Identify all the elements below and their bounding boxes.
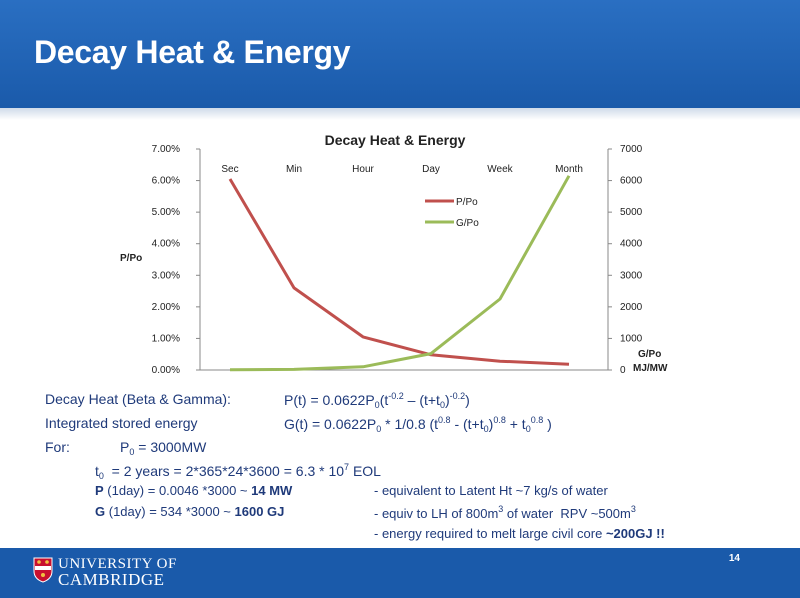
decay-heat-label: Decay Heat (Beta & Gamma):	[45, 391, 231, 407]
university-shield-icon	[33, 557, 53, 583]
energy-note: - energy required to melt large civil co…	[374, 526, 665, 541]
category-label: Month	[555, 164, 583, 175]
g-1day-note: - equiv to LH of 800m3 of water RPV ~500…	[374, 504, 636, 521]
right-tick-label: 6000	[620, 176, 643, 187]
right-tick-label: 1000	[620, 333, 643, 344]
series-line-gpo	[229, 175, 571, 372]
series-line-ppo	[228, 178, 570, 366]
left-tick-label: 3.00%	[152, 270, 180, 281]
right-tick-label: 0	[620, 365, 626, 376]
t0-line: t0 = 2 years = 2*365*24*3600 = 6.3 * 107…	[95, 462, 381, 481]
right-tick-label: 7000	[620, 144, 643, 155]
right-axis-label-line2: MJ/MW	[633, 363, 668, 374]
category-labels: Sec Min Hour Day Week Month	[221, 164, 583, 175]
legend-label-g: G/Po	[456, 218, 479, 229]
p0-line: P0 = 3000MW	[120, 439, 207, 457]
right-axis-ticks: 0 1000 2000 3000 4000 5000 6000 7000	[608, 144, 643, 376]
left-axis-ticks: 0.00% 1.00% 2.00% 3.00% 4.00% 5.00% 6.00% 7.00%	[152, 144, 200, 376]
category-label: Hour	[352, 164, 374, 175]
left-tick-label: 1.00%	[152, 333, 180, 344]
left-tick-label: 2.00%	[152, 302, 180, 313]
slide-footer	[0, 548, 800, 598]
right-tick-label: 5000	[620, 207, 643, 218]
right-tick-label: 4000	[620, 239, 643, 250]
series-lines	[228, 175, 571, 372]
right-axis-label-line1: G/Po	[638, 349, 661, 360]
left-tick-label: 7.00%	[152, 144, 180, 155]
decay-heat-chart: Decay Heat & Energy 0.00% 1.00% 2.00% 3.00%…	[120, 132, 668, 376]
category-label: Min	[286, 164, 302, 175]
stored-energy-formula: G(t) = 0.0622P0 * 1/0.8 (t0.8 - (t+t0)0.…	[284, 415, 552, 434]
g-1day-line: G (1day) = 534 *3000 ~ 1600 GJ	[95, 504, 285, 519]
category-label: Sec	[221, 164, 238, 175]
header-stripe	[0, 108, 800, 120]
page-number: 14	[728, 553, 740, 564]
category-label: Day	[422, 164, 440, 175]
left-tick-label: 4.00%	[152, 239, 180, 250]
legend-label-p: P/Po	[456, 197, 478, 208]
stored-energy-label: Integrated stored energy	[45, 415, 198, 431]
category-label: Week	[487, 164, 513, 175]
right-tick-label: 3000	[620, 270, 643, 281]
p-1day-note: - equivalent to Latent Ht ~7 kg/s of wat…	[374, 483, 608, 498]
left-tick-label: 0.00%	[152, 365, 180, 376]
slide-header	[0, 0, 800, 108]
left-axis-label: P/Po	[120, 253, 142, 264]
for-label: For:	[45, 439, 70, 455]
chart-title: Decay Heat & Energy	[325, 132, 466, 148]
p-1day-line: P (1day) = 0.0046 *3000 ~ 14 MW	[95, 483, 293, 498]
slide-title: Decay Heat & Energy	[34, 34, 351, 70]
left-tick-label: 6.00%	[152, 176, 180, 187]
chart-legend: P/Po G/Po	[425, 197, 479, 229]
left-tick-label: 5.00%	[152, 207, 180, 218]
decay-heat-formula: P(t) = 0.0622P0(t-0.2 – (t+t0)-0.2)	[284, 391, 470, 410]
right-tick-label: 2000	[620, 302, 643, 313]
university-logo-text: UNIVERSITY OF CAMBRIDGE	[58, 556, 177, 589]
